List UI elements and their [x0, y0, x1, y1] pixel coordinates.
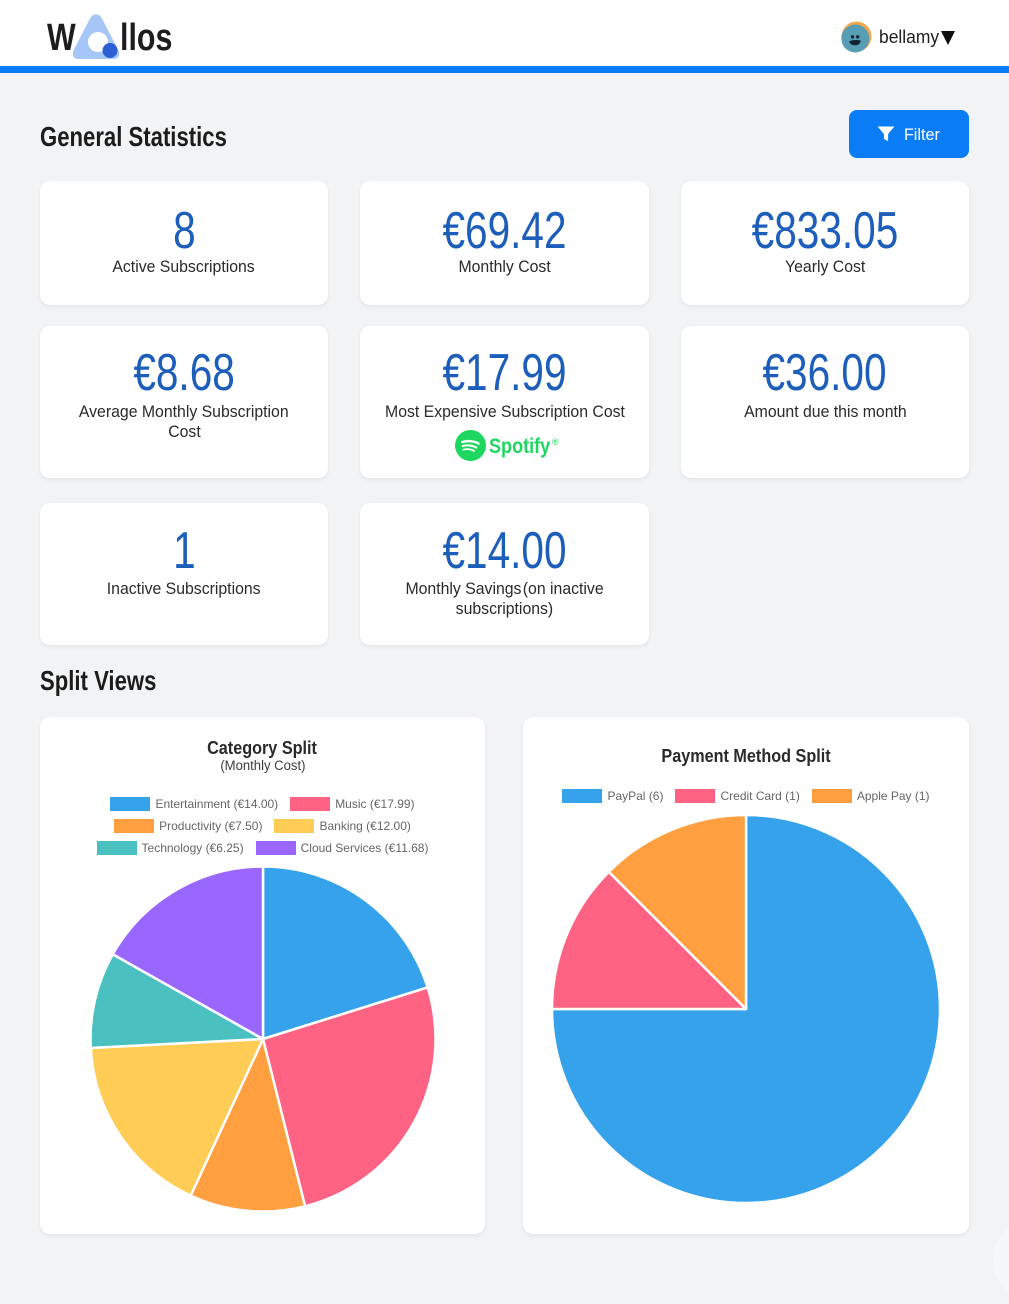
svg-text:llos: llos — [120, 17, 172, 59]
svg-text:W: W — [47, 17, 76, 59]
